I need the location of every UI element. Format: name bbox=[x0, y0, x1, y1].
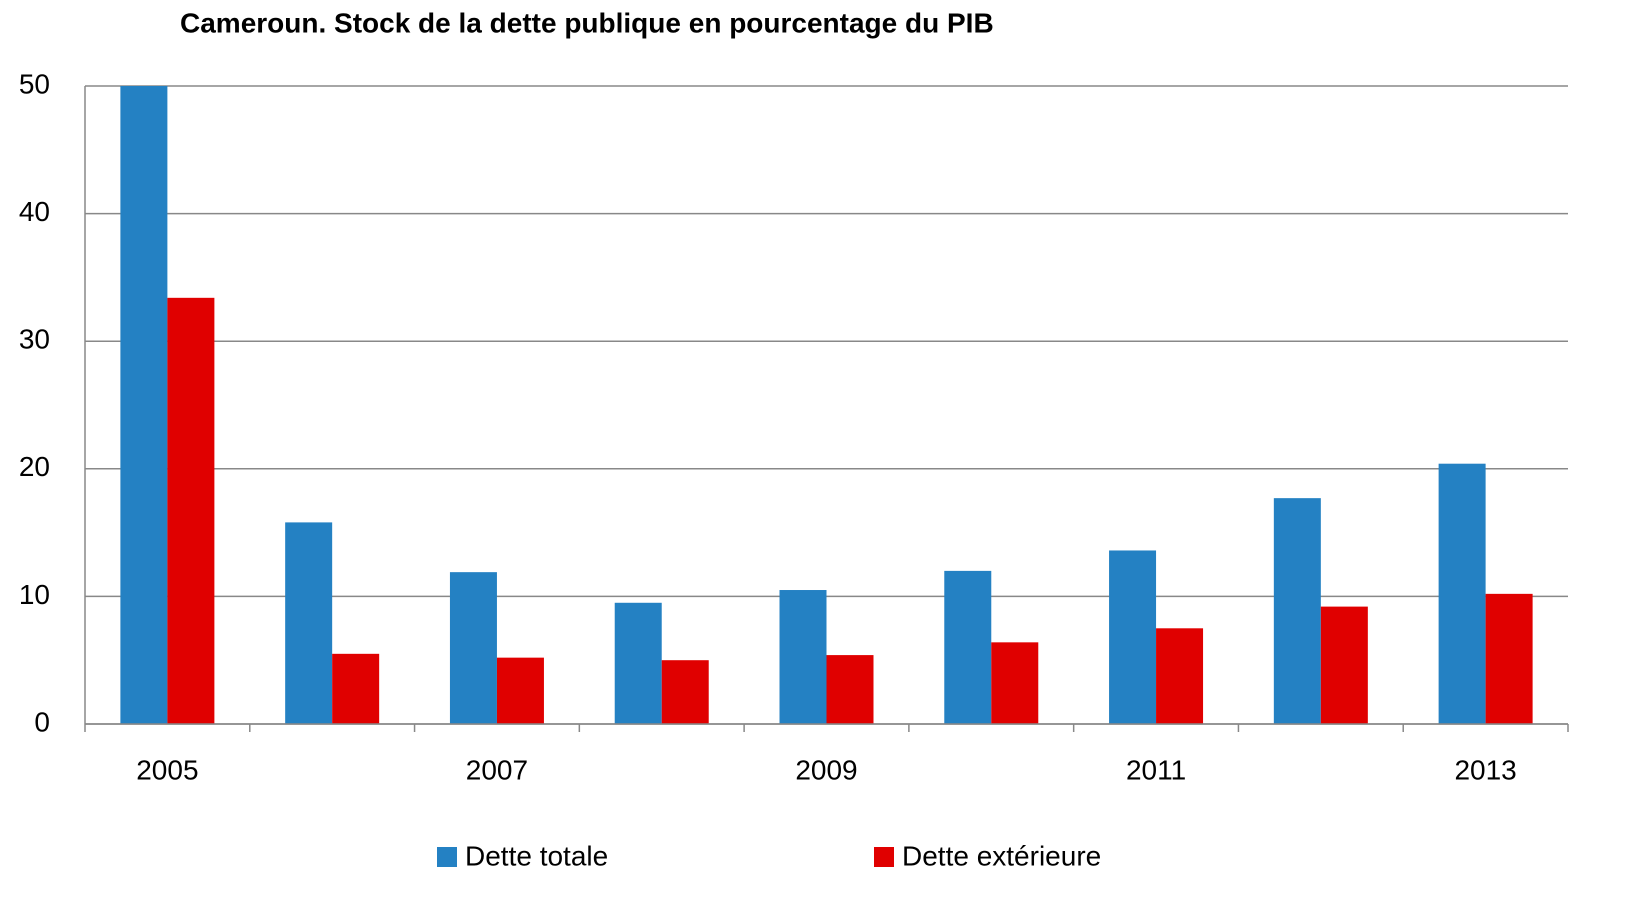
x-tick-label: 2005 bbox=[136, 754, 198, 785]
x-tick-label: 2009 bbox=[795, 754, 857, 785]
bar bbox=[614, 602, 662, 724]
bar bbox=[661, 660, 709, 724]
bar bbox=[1156, 628, 1204, 724]
bar bbox=[1273, 498, 1321, 724]
bar bbox=[285, 522, 333, 724]
x-tick-label: 2007 bbox=[466, 754, 528, 785]
legend-label: Dette totale bbox=[465, 840, 608, 871]
x-tick-label: 2013 bbox=[1454, 754, 1516, 785]
bar bbox=[449, 572, 497, 724]
legend-label: Dette extérieure bbox=[902, 840, 1101, 871]
y-tick-label: 30 bbox=[19, 324, 50, 355]
bar bbox=[120, 86, 168, 724]
y-tick-label: 50 bbox=[19, 68, 50, 99]
bar bbox=[167, 297, 215, 724]
x-tick-label: 2011 bbox=[1126, 754, 1186, 785]
y-tick-label: 20 bbox=[19, 451, 50, 482]
bar bbox=[1109, 550, 1157, 724]
y-tick-label: 10 bbox=[19, 579, 50, 610]
bar bbox=[1485, 593, 1533, 724]
bar bbox=[496, 657, 544, 724]
y-tick-label: 0 bbox=[34, 706, 50, 737]
bar bbox=[826, 655, 874, 724]
legend-swatch bbox=[874, 847, 894, 867]
bar bbox=[332, 653, 380, 724]
bar bbox=[779, 590, 827, 724]
legend-swatch bbox=[437, 847, 457, 867]
bar bbox=[944, 570, 992, 724]
bar bbox=[1320, 606, 1368, 724]
bar bbox=[1438, 463, 1486, 724]
chart-title: Cameroun. Stock de la dette publique en … bbox=[180, 7, 994, 38]
bar bbox=[991, 642, 1039, 724]
y-tick-label: 40 bbox=[19, 196, 50, 227]
